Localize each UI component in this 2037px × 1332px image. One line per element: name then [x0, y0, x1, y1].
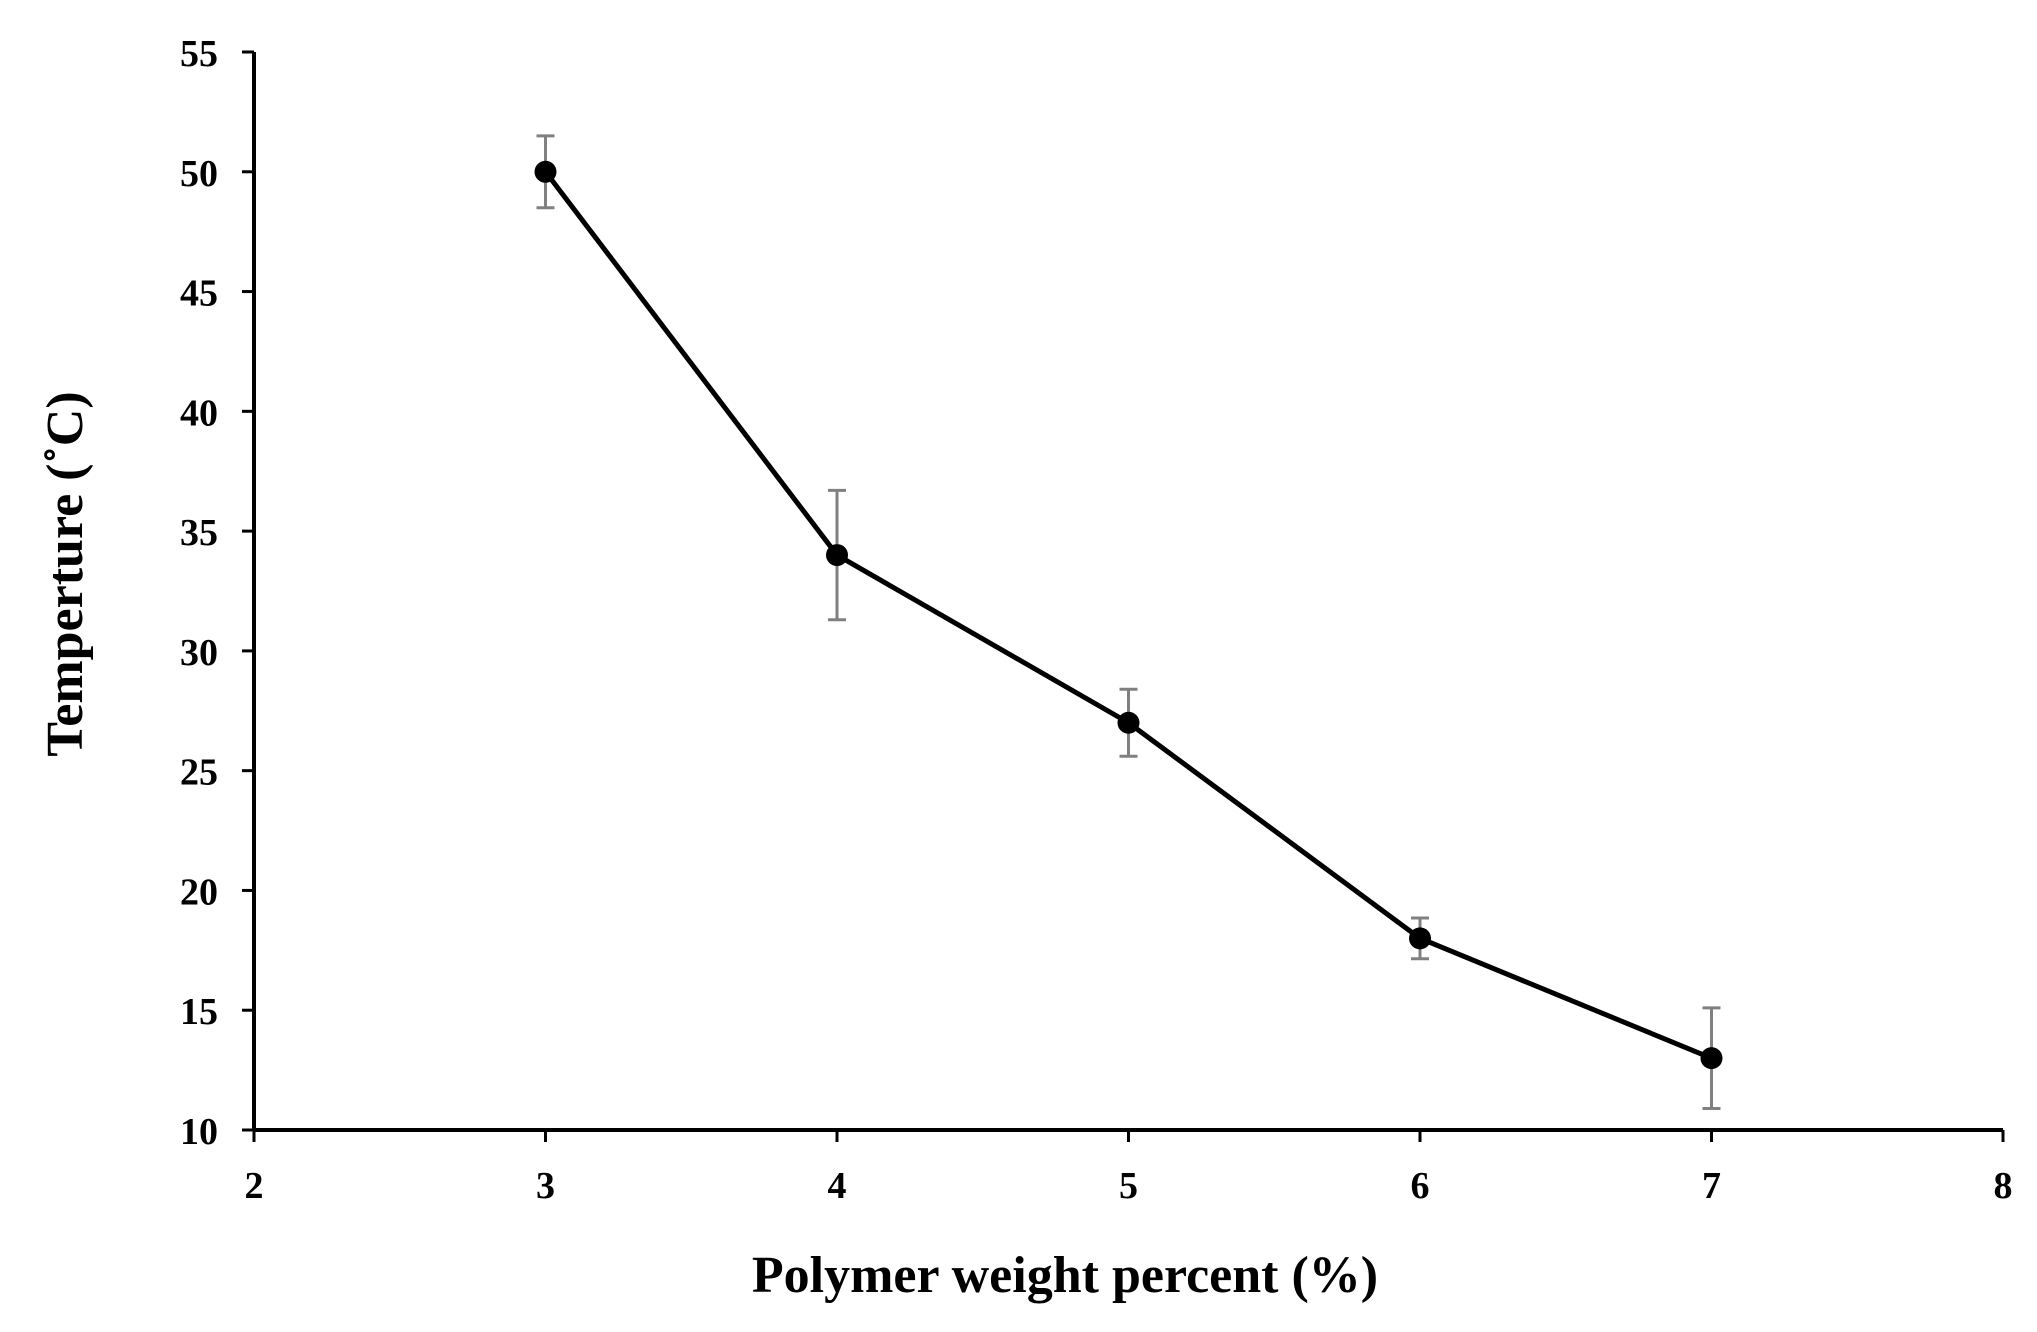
x-tick-label: 8 — [1994, 1165, 2013, 1207]
x-ticks: 2 3 4 5 6 7 8 — [245, 1130, 2013, 1207]
series-polyline — [543, 170, 1713, 1061]
data-point — [1409, 927, 1431, 950]
y-axis-title: Temperture (˚C) — [37, 391, 94, 756]
x-tick-label: 3 — [536, 1165, 555, 1207]
data-point — [826, 544, 848, 567]
data-point — [1117, 711, 1140, 734]
y-tick-label: 10 — [180, 1111, 218, 1153]
x-tick-label: 4 — [828, 1165, 847, 1207]
data-point — [1700, 1047, 1723, 1070]
x-axis-title: Polymer weight percent (%) — [752, 1247, 1378, 1304]
y-tick-label: 45 — [180, 273, 218, 315]
data-points — [534, 160, 1723, 1070]
y-tick-label: 50 — [180, 153, 218, 195]
y-tick-label: 55 — [180, 33, 218, 75]
x-tick-label: 7 — [1702, 1165, 1721, 1207]
y-tick-label: 25 — [180, 752, 218, 794]
y-ticks: 10 15 20 25 30 35 40 45 50 55 — [180, 33, 254, 1153]
y-tick-label: 40 — [180, 392, 218, 434]
data-point — [534, 160, 557, 183]
y-tick-label: 15 — [180, 991, 218, 1033]
y-tick-label: 20 — [180, 871, 218, 913]
x-tick-label: 2 — [245, 1165, 264, 1207]
x-tick-label: 5 — [1119, 1165, 1138, 1207]
axes — [252, 52, 2003, 1132]
series-line — [543, 170, 1713, 1061]
y-tick-label: 35 — [180, 512, 218, 554]
y-tick-label: 30 — [180, 632, 218, 674]
error-bars — [536, 134, 1721, 1110]
x-tick-label: 6 — [1411, 1165, 1430, 1207]
